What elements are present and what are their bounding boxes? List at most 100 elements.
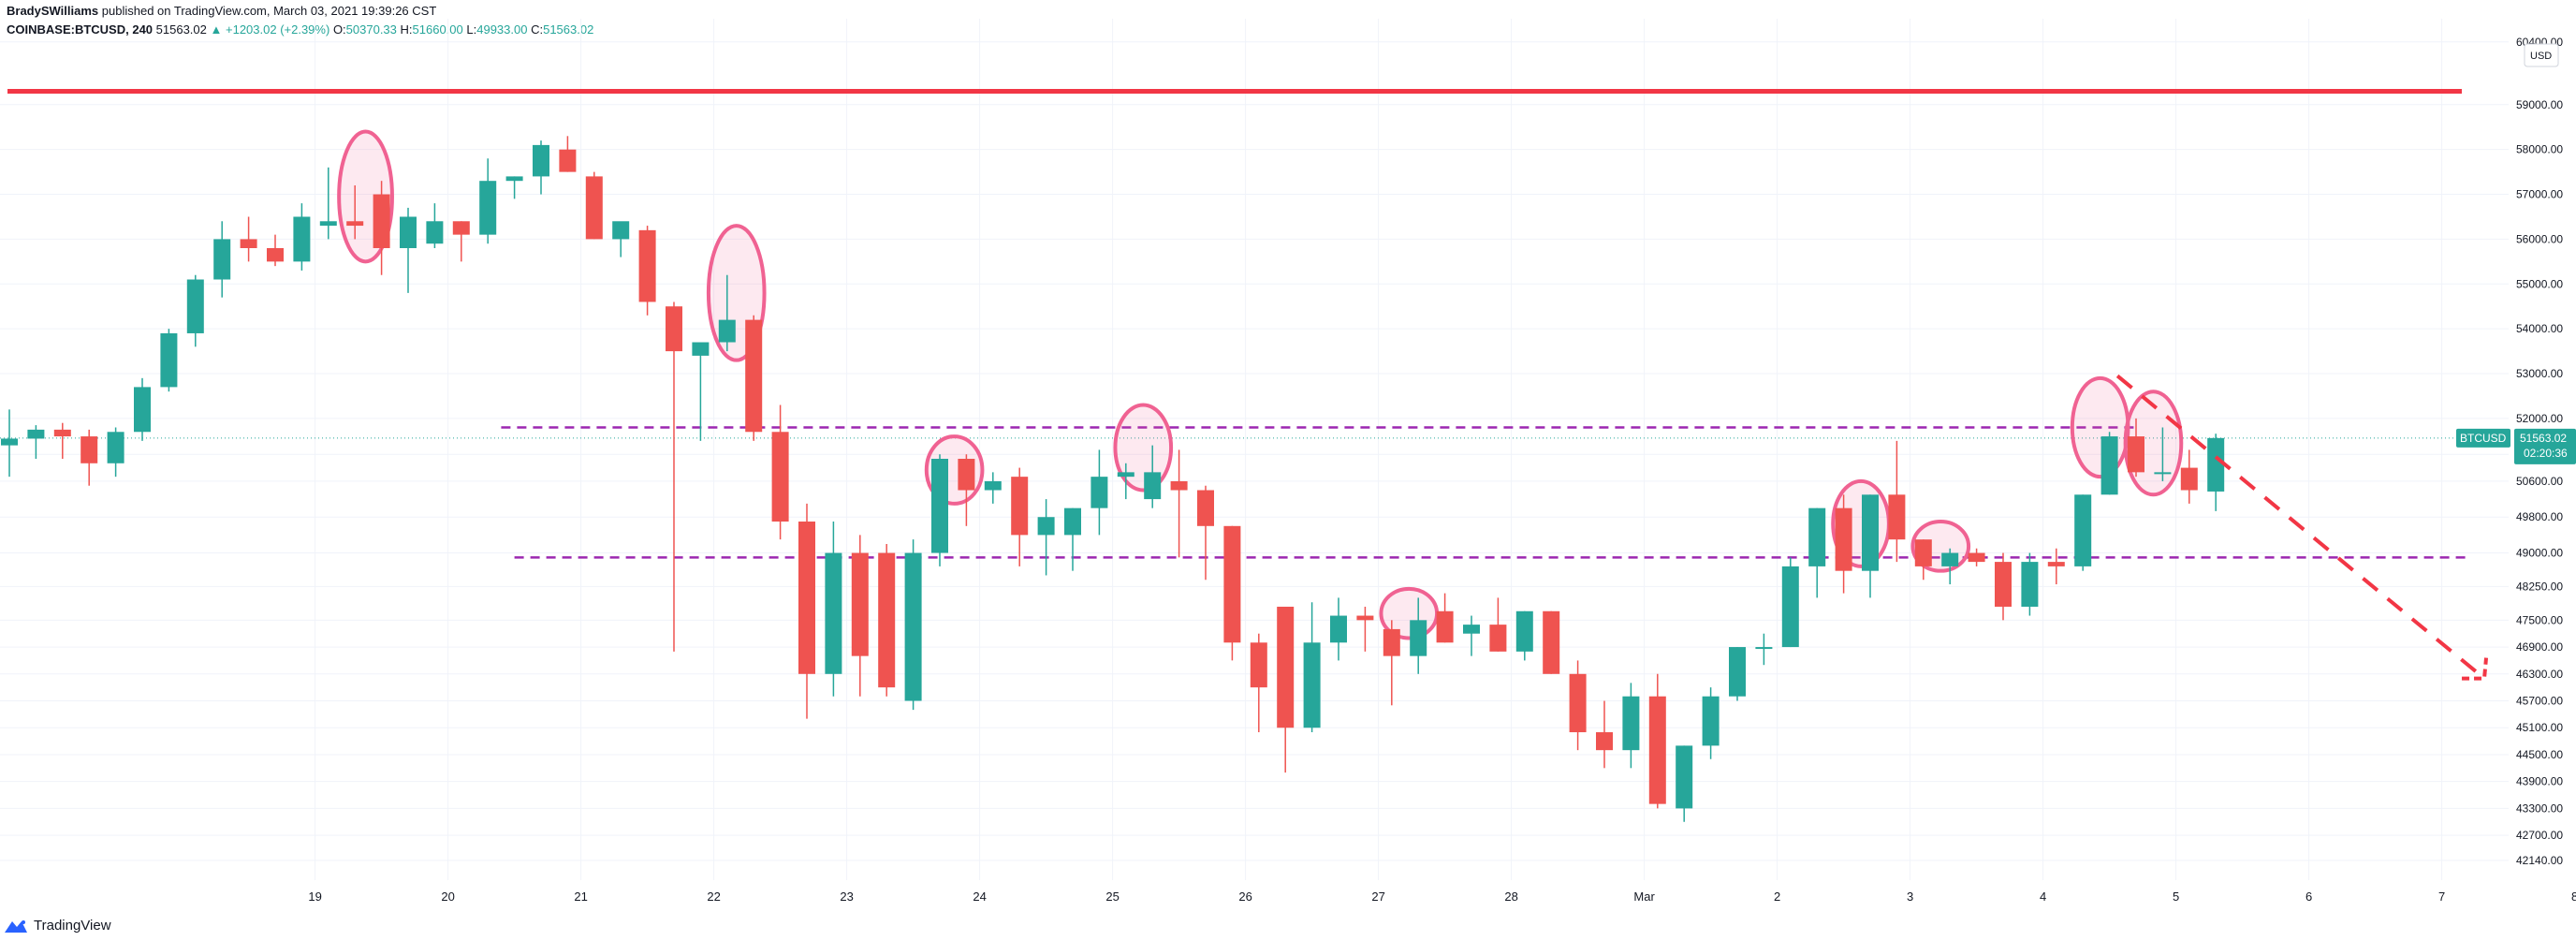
candle-body[interactable]	[373, 194, 390, 248]
candle-body[interactable]	[1702, 696, 1720, 746]
candle-body[interactable]	[2180, 467, 2198, 491]
candle-body[interactable]	[1596, 732, 1613, 751]
candle-body[interactable]	[426, 221, 444, 244]
candle-body[interactable]	[718, 319, 736, 343]
candle-body[interactable]	[958, 459, 975, 491]
candle-body[interactable]	[319, 221, 337, 227]
candle-body[interactable]	[1037, 517, 1055, 536]
candle-body[interactable]	[1995, 562, 2012, 607]
candle-body[interactable]	[798, 522, 815, 674]
candle-body[interactable]	[1729, 647, 1746, 697]
candle-body[interactable]	[1941, 552, 1959, 566]
candle-body[interactable]	[612, 221, 630, 240]
candle-body[interactable]	[479, 181, 497, 235]
candle-body[interactable]	[2047, 562, 2065, 566]
candle-body[interactable]	[878, 552, 896, 688]
candle-body[interactable]	[1648, 696, 1666, 804]
candle-body[interactable]	[1197, 490, 1214, 526]
candle-body[interactable]	[1144, 472, 1162, 500]
candle-body[interactable]	[2207, 437, 2225, 492]
candle-body[interactable]	[1676, 745, 1693, 809]
candle-body[interactable]	[346, 221, 364, 227]
candle-body[interactable]	[1303, 642, 1321, 728]
candle-body[interactable]	[1808, 507, 1826, 566]
candle-body[interactable]	[1543, 610, 1560, 674]
candle-body[interactable]	[1330, 615, 1347, 643]
candle-body[interactable]	[2154, 472, 2172, 475]
candle-body[interactable]	[692, 342, 710, 356]
candle-body[interactable]	[2074, 494, 2092, 566]
candle-body[interactable]	[293, 216, 311, 262]
candle-body[interactable]	[452, 221, 470, 235]
candle-body[interactable]	[107, 432, 124, 463]
candle-body[interactable]	[160, 332, 178, 388]
candle-body[interactable]	[2021, 562, 2039, 607]
price-tick-label: 55000.00	[2516, 277, 2563, 290]
candle-body[interactable]	[984, 480, 1002, 491]
tradingview-logo-icon[interactable]	[4, 919, 28, 934]
price-change: ▲ +1203.02 (+2.39%)	[210, 22, 330, 37]
candle-body[interactable]	[638, 229, 656, 302]
candle-body[interactable]	[267, 248, 284, 262]
candle-body[interactable]	[585, 176, 603, 240]
highlight-ellipse[interactable]	[2070, 375, 2130, 479]
highlight-ellipse[interactable]	[1113, 403, 1174, 493]
candle-body[interactable]	[1622, 696, 1640, 751]
candle-body[interactable]	[1835, 507, 1852, 571]
candle-body[interactable]	[559, 149, 577, 172]
candle-body[interactable]	[53, 429, 71, 437]
candle-body[interactable]	[1968, 552, 1985, 563]
candle-body[interactable]	[851, 552, 869, 656]
price-tick-label: 46300.00	[2516, 668, 2563, 681]
candle-body[interactable]	[1781, 566, 1799, 648]
candle-body[interactable]	[1277, 606, 1295, 728]
candle-body[interactable]	[1, 438, 18, 446]
author-name[interactable]: BradySWilliams	[7, 4, 99, 18]
candle-body[interactable]	[1223, 525, 1241, 643]
candle-body[interactable]	[1064, 507, 1081, 536]
candle-body[interactable]	[931, 459, 948, 553]
candle-body[interactable]	[27, 429, 45, 439]
price-axis[interactable]	[2509, 0, 2576, 941]
last-price-tag	[2514, 428, 2576, 464]
symbol-line: COINBASE:BTCUSD, 240 51563.02 ▲ +1203.02…	[7, 21, 593, 39]
candle-body[interactable]	[1463, 625, 1480, 634]
candle-body[interactable]	[1090, 477, 1108, 508]
candle-body[interactable]	[1755, 647, 1773, 650]
candle-body[interactable]	[533, 144, 549, 177]
candle-body[interactable]	[1914, 539, 1932, 566]
candle-body[interactable]	[134, 387, 151, 433]
candle-body[interactable]	[1862, 494, 1879, 571]
candle-body[interactable]	[1383, 628, 1400, 656]
candle-body[interactable]	[1888, 494, 1906, 540]
candle-body[interactable]	[1117, 472, 1134, 478]
candle-body[interactable]	[1489, 625, 1507, 652]
candle-body[interactable]	[1410, 620, 1427, 656]
candle-body[interactable]	[825, 552, 842, 674]
candle-body[interactable]	[666, 306, 682, 352]
candle-body[interactable]	[1436, 610, 1454, 643]
candle-body[interactable]	[2100, 436, 2118, 495]
candle-body[interactable]	[505, 176, 523, 182]
candle-body[interactable]	[1356, 615, 1374, 621]
brand-label[interactable]: TradingView	[34, 918, 111, 934]
candle-body[interactable]	[745, 319, 763, 433]
candle-body[interactable]	[1569, 673, 1587, 733]
candle-body[interactable]	[1011, 477, 1029, 536]
projection-arrow-line[interactable]	[2115, 374, 2486, 681]
currency-badge[interactable]	[2524, 43, 2559, 67]
symbol-label[interactable]: COINBASE:BTCUSD, 240	[7, 22, 154, 37]
time-tick-label: 20	[441, 890, 454, 904]
candle-body[interactable]	[771, 432, 789, 522]
candle-body[interactable]	[80, 436, 98, 463]
candle-body[interactable]	[400, 216, 417, 248]
candle-body[interactable]	[904, 552, 922, 701]
candle-body[interactable]	[1515, 610, 1533, 652]
candle-body[interactable]	[186, 279, 204, 333]
candle-body[interactable]	[1250, 642, 1267, 688]
candle-body[interactable]	[1170, 480, 1188, 491]
candle-body[interactable]	[213, 239, 231, 280]
candle-body[interactable]	[2128, 436, 2144, 473]
candle-body[interactable]	[240, 239, 257, 248]
